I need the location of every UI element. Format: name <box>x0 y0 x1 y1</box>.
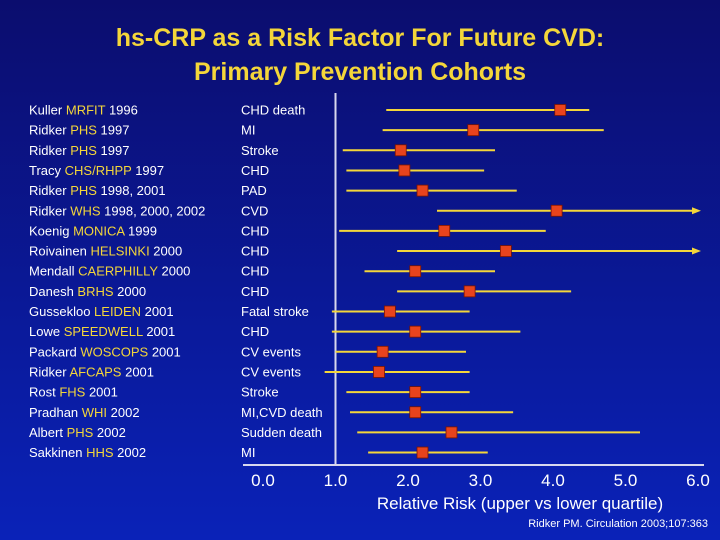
chart-title-line1: hs-CRP as a Risk Factor For Future CVD: <box>115 24 605 52</box>
rr-marker <box>499 245 512 257</box>
x-tick-label: 6.0 <box>686 471 710 490</box>
outcome-label: CHD <box>241 284 269 299</box>
x-tick-label: 2.0 <box>396 471 420 490</box>
rr-marker <box>394 144 407 157</box>
rr-marker <box>554 104 567 116</box>
study-label: Ridker AFCAPS 2001 <box>29 364 154 379</box>
outcome-label: Stroke <box>241 143 279 158</box>
outcome-label: CV events <box>241 364 301 379</box>
outcome-label: CVD <box>241 203 268 218</box>
study-label: Kuller MRFIT 1996 <box>29 103 138 118</box>
study-label: Rost FHS 2001 <box>29 385 118 400</box>
study-label: Pradhan WHI 2002 <box>29 405 140 420</box>
outcome-label: CHD <box>241 163 269 178</box>
outcome-label: Fatal stroke <box>241 304 309 319</box>
study-label: Koenig MONICA 1999 <box>29 223 157 238</box>
x-tick-label: 1.0 <box>324 471 348 490</box>
x-tick-label: 3.0 <box>469 471 493 490</box>
outcome-label: CHD <box>241 264 269 279</box>
x-axis-label: Relative Risk (upper vs lower quartile) <box>376 494 664 513</box>
outcome-label: PAD <box>241 183 267 198</box>
rr-marker <box>463 285 476 298</box>
x-tick-label: 0.0 <box>251 471 275 490</box>
study-label: Ridker PHS 1997 <box>29 143 129 158</box>
study-label: Tracy CHS/RHPP 1997 <box>29 163 164 178</box>
study-label: Danesh BRHS 2000 <box>29 284 146 299</box>
rr-marker <box>438 224 451 237</box>
outcome-label: CHD death <box>241 103 305 118</box>
x-tick-label: 5.0 <box>614 471 638 490</box>
rr-marker <box>445 426 458 439</box>
rr-marker <box>373 366 385 378</box>
study-label: Albert PHS 2002 <box>29 425 126 440</box>
rr-marker <box>383 305 396 318</box>
study-label: Ridker WHS 1998, 2000, 2002 <box>29 203 205 218</box>
outcome-label: MI <box>241 445 255 460</box>
study-label: Sakkinen HHS 2002 <box>29 445 146 460</box>
rr-marker <box>416 446 429 459</box>
rr-marker <box>398 164 411 177</box>
ci-arrow <box>692 247 701 255</box>
outcome-label: Sudden death <box>241 425 322 440</box>
rr-marker <box>376 345 389 358</box>
rr-marker <box>416 184 429 197</box>
ci-arrow <box>692 207 701 215</box>
rr-marker <box>409 325 422 338</box>
rr-marker <box>550 204 563 217</box>
chart-title-line2: Primary Prevention Cohorts <box>193 58 527 86</box>
rr-marker <box>409 406 422 419</box>
study-label: Mendall CAERPHILLY 2000 <box>29 264 190 279</box>
outcome-label: MI,CVD death <box>241 405 323 420</box>
rr-marker <box>409 386 422 399</box>
outcome-label: CV events <box>241 344 301 359</box>
citation: Ridker PM. Circulation 2003;107:363 <box>528 518 708 530</box>
outcome-label: Stroke <box>241 385 279 400</box>
outcome-label: MI <box>241 123 255 138</box>
study-label: Ridker PHS 1997 <box>29 123 129 138</box>
x-tick-label: 4.0 <box>541 471 565 490</box>
rr-marker <box>409 265 422 278</box>
study-label: Gussekloo LEIDEN 2001 <box>29 304 174 319</box>
study-label: Roivainen HELSINKI 2000 <box>29 244 182 259</box>
rr-marker <box>467 124 480 137</box>
study-label: Packard WOSCOPS 2001 <box>29 344 181 359</box>
study-label: Ridker PHS 1998, 2001 <box>29 183 166 198</box>
outcome-label: CHD <box>241 223 269 238</box>
outcome-label: CHD <box>241 244 269 259</box>
study-label: Lowe SPEEDWELL 2001 <box>29 324 175 339</box>
outcome-label: CHD <box>241 324 269 339</box>
